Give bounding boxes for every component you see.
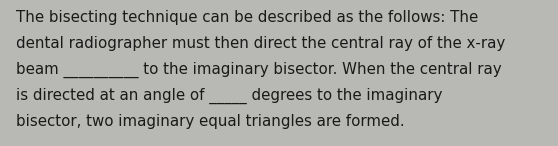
Text: The bisecting technique can be described as the follows: The: The bisecting technique can be described…	[16, 10, 478, 25]
Text: bisector, two imaginary equal triangles are formed.: bisector, two imaginary equal triangles …	[16, 114, 404, 129]
Text: beam __________ to the imaginary bisector. When the central ray: beam __________ to the imaginary bisecto…	[16, 62, 501, 78]
Text: is directed at an angle of _____ degrees to the imaginary: is directed at an angle of _____ degrees…	[16, 88, 442, 104]
Text: dental radiographer must then direct the central ray of the x-ray: dental radiographer must then direct the…	[16, 36, 505, 51]
